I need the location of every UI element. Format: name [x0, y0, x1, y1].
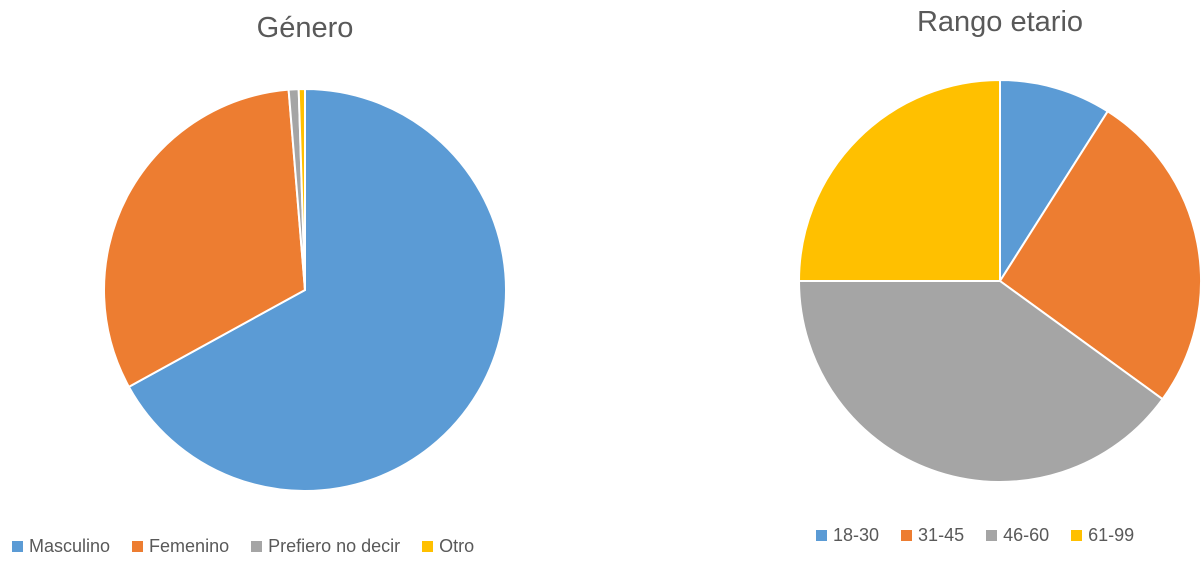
legend-label-18-30: 18-30: [833, 525, 880, 545]
legend-label-otro: Otro: [439, 536, 475, 556]
legend-label-prefiero-no-decir: Prefiero no decir: [268, 536, 401, 556]
pie-slice-18-30: [999, 79, 1109, 282]
legend-swatch-otro: [422, 541, 434, 552]
legend-swatch-prefiero-no-decir: [251, 541, 263, 552]
legend-item-masculino: Masculino: [12, 536, 110, 557]
pie-chart-genero: [103, 88, 507, 492]
chart-title-rango-etario: Rango etario: [916, 6, 1084, 38]
legend-item-femenino: Femenino: [132, 536, 229, 557]
legend-item-61-99: 61-99: [1071, 525, 1134, 546]
pie-chart-rango-etario: [798, 79, 1202, 483]
chart-title-genero: Género: [256, 12, 354, 44]
legend-label-31-45: 31-45: [918, 525, 965, 545]
legend-swatch-31-45: [901, 530, 913, 541]
pie-slice-31-45: [999, 110, 1202, 401]
pie-slice-femenino: [103, 88, 306, 388]
legend-label-femenino: Femenino: [149, 536, 230, 556]
pie-slice-masculino: [127, 88, 507, 492]
legend-label-61-99: 61-99: [1088, 525, 1135, 545]
legend-swatch-18-30: [816, 530, 827, 541]
legend-item-prefiero-no-decir: Prefiero no decir: [251, 536, 400, 557]
legend-label-masculino: Masculino: [29, 536, 111, 556]
legend-swatch-46-60: [986, 530, 998, 541]
legend-item-18-30: 18-30: [816, 525, 879, 546]
pie-slice-61-99: [798, 79, 1001, 282]
legend-label-46-60: 46-60: [1003, 525, 1050, 545]
legend-item-46-60: 46-60: [986, 525, 1049, 546]
pie-slice-otro: [297, 88, 306, 291]
legend-genero: Masculino Femenino Prefiero no decir Otro: [12, 536, 474, 557]
legend-swatch-femenino: [132, 541, 144, 552]
legend-item-31-45: 31-45: [901, 525, 964, 546]
legend-item-otro: Otro: [422, 536, 474, 557]
legend-swatch-masculino: [12, 541, 23, 552]
legend-swatch-61-99: [1071, 530, 1083, 541]
legend-rango-etario: 18-30 31-45 46-60 61-99: [816, 525, 1134, 546]
pie-slice-46-60: [798, 280, 1164, 483]
